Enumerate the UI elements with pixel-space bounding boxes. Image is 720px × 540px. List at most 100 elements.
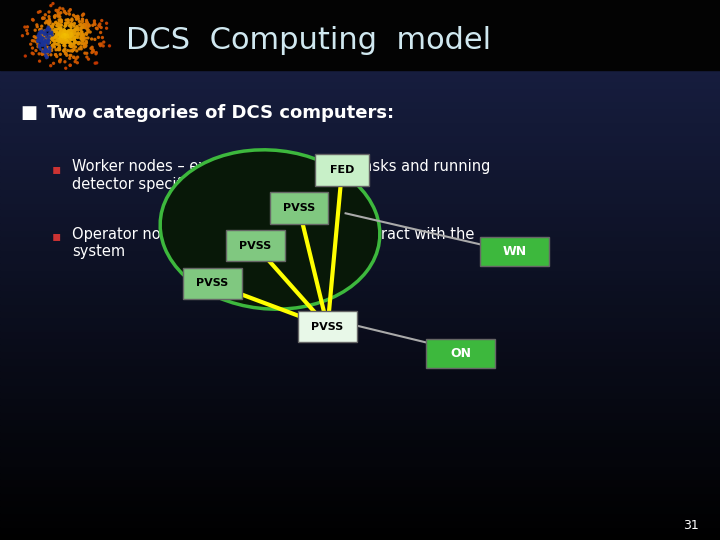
Point [33,50,45,58]
Point [57,32,68,41]
Bar [0,507,720,513]
FancyBboxPatch shape [426,339,495,368]
Point [27,16,39,24]
Point [40,36,51,44]
Point [44,45,55,54]
Point [59,22,71,31]
Point [37,28,49,37]
Point [45,29,57,38]
Point [68,38,80,47]
Point [73,15,84,23]
Bar [0,6,720,14]
Point [65,42,76,50]
Point [46,43,58,52]
Point [91,24,103,33]
Point [64,26,76,35]
Bar [0,195,720,202]
Point [57,32,68,41]
Bar [0,27,720,33]
Text: PVSS: PVSS [283,203,315,213]
Point [55,34,66,43]
Point [59,7,71,16]
Point [43,8,55,16]
Bar [0,237,720,243]
Point [48,26,59,35]
Point [81,49,93,58]
Point [35,33,47,42]
Text: ▪: ▪ [52,162,61,176]
Point [27,50,39,58]
Point [54,24,66,33]
Point [58,30,69,39]
Point [101,24,112,32]
Point [86,48,98,57]
Point [45,25,57,33]
Bar [0,183,720,189]
Point [58,37,69,46]
Point [47,20,58,29]
Point [63,38,74,47]
Point [52,8,63,17]
Point [42,53,53,62]
Point [73,24,84,32]
Point [54,45,66,54]
Point [54,17,66,25]
Point [46,46,58,55]
FancyBboxPatch shape [480,237,549,266]
Point [51,28,63,37]
Bar [0,249,720,256]
Point [41,53,53,62]
Point [68,42,79,51]
Point [19,52,31,60]
Point [76,30,87,38]
Point [65,30,76,38]
Point [68,35,80,44]
Point [62,16,73,24]
Point [91,58,102,67]
Point [78,20,90,29]
Point [27,36,38,45]
Point [79,20,91,29]
Point [76,15,88,24]
Point [82,26,94,35]
Point [84,21,95,30]
Point [61,31,73,40]
Bar [0,492,720,500]
Point [54,27,66,36]
Point [42,49,53,57]
Point [66,19,77,28]
Point [63,32,75,40]
Bar [0,399,720,405]
Point [74,21,86,29]
Text: PVSS: PVSS [240,241,271,251]
Point [78,39,89,48]
Point [57,32,68,40]
Point [47,23,58,31]
Point [80,21,91,29]
Point [76,30,88,38]
Point [91,48,102,57]
Point [60,31,72,40]
Point [72,53,84,62]
Point [67,28,78,36]
Point [55,21,66,29]
Point [61,29,73,38]
Point [53,42,65,50]
Bar [0,459,720,465]
Point [81,30,92,39]
Point [58,47,70,56]
Point [38,38,50,46]
Point [42,24,53,33]
Point [59,31,71,40]
Point [63,28,75,37]
Point [34,57,45,65]
Point [60,9,72,18]
Point [53,38,65,46]
Point [37,34,49,43]
Point [68,30,79,38]
Point [82,28,94,37]
Point [63,31,75,39]
Bar [0,446,720,453]
Point [60,49,72,58]
Point [58,31,70,39]
